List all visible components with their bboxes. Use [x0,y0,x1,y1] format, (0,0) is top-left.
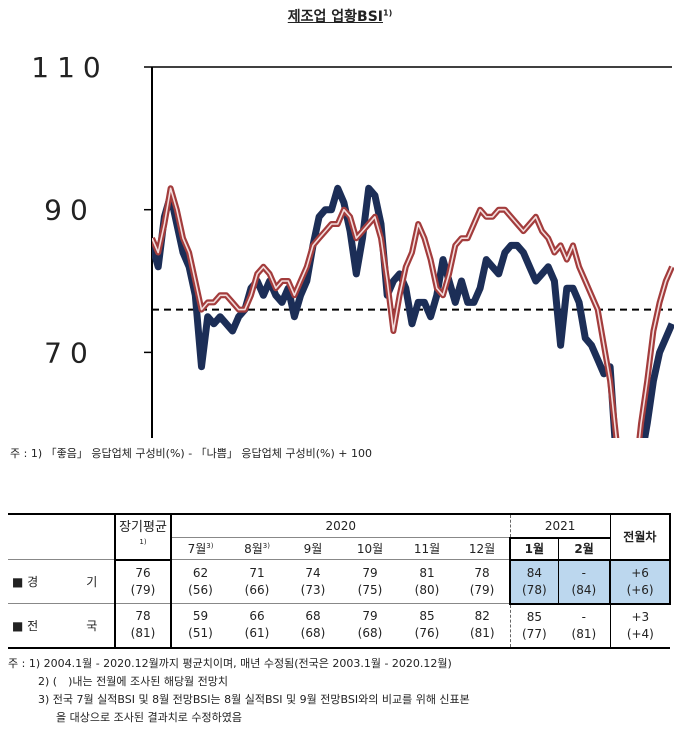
cell-2020-12월: 82 (81) [455,603,511,649]
header-year-2020: 2020 [171,513,511,538]
cell-2021-1월: 85 (77) [509,603,559,649]
series-forecast-bsi-line-inner [152,187,673,438]
cell-month-diff: +6 (+6) [609,558,672,605]
table-footnote-2: 2) ( )내는 전월에 조사된 해당월 전망치 [38,675,229,688]
cell-long-term-average: 78 (81) [114,603,172,649]
cell-2020-9월: 68 (68) [285,603,341,649]
cell-2021-2월: - (81) [558,603,611,649]
table-footnote-1: 주 : 1) 2004.1월 - 2020.12월까지 평균치이며, 매년 수정… [8,657,452,670]
table-row: ■ 전 국 78 (81) 59 (51) 66 (61) 68 (68) 79 (68) 85 (76… [8,603,671,649]
chart-title-footnote: 1) [383,8,393,18]
header-month-2020-2: 8월3) [229,537,285,560]
cell-2020-7월: 59 (51) [171,603,229,649]
cell-2021-1월: 84 (78) [509,559,559,605]
header-month-2021-1: 1월 [509,536,559,561]
cell-2020-11월: 85 (76) [399,603,455,649]
cell-2020-8월: 66 (61) [229,603,285,649]
header-month-2020-3: 9월 [285,537,341,560]
header-year-2021: 2021 [509,513,611,538]
cell-2020-8월: 71 (66) [229,559,285,604]
row-label: ■ 전 국 [8,603,115,649]
table-header-row-1: 장기평균1) 2020 2021 전월차 [8,513,672,561]
table-row: ■ 경 기 76 (79) 62 (56) 71 (66) 74 (73) 79 (75) 81 (80… [8,558,672,605]
header-long-term-average: 장기평균1) [114,513,172,561]
header-month-2020-5: 11월 [399,537,455,560]
y-tick-label-110: 110 [31,51,108,84]
bsi-line-chart: 110 90 70 [31,51,674,438]
chart-title-text: 제조업 업황BSI [287,9,383,25]
header-month-2020-1: 7월3) [171,537,229,560]
cell-2020-11월: 81 (80) [399,559,455,604]
cell-2020-9월: 74 (73) [285,559,341,604]
y-tick-label-70: 70 [44,336,96,369]
cell-long-term-average: 76 (79) [114,559,172,604]
table-footnote-3: 3) 전국 7월 실적BSI 및 8월 전망BSI는 8월 실적BSI 및 9월… [38,693,470,706]
y-tick-label-90: 90 [44,194,96,227]
cell-2021-2월: - (84) [557,559,611,605]
header-month-2020-6: 12월 [455,537,511,560]
header-month-2020-4: 10월 [341,537,399,560]
cell-2020-7월: 62 (56) [171,559,229,604]
table-footnotes: 주 : 1) 2004.1월 - 2020.12월까지 평균치이며, 매년 수정… [8,655,673,727]
bsi-table: 장기평균1) 2020 2021 전월차 7월3) 8월3) 9월 10월 11월 12월… [8,513,672,649]
table-header-row-2: 7월3) 8월3) 9월 10월 11월 12월 1월 2월 [8,536,670,561]
header-month-2021-2: 2월 [557,536,611,561]
cell-2020-10월: 79 (68) [341,603,399,649]
cell-month-diff: +3 (+4) [609,603,671,649]
table-footnote-3-cont: 을 대상으로 조사된 결과치로 수정하였음 [56,711,243,724]
header-month-diff: 전월차 [609,513,672,561]
chart-footnote: 주 : 1) 「좋음」 응답업체 구성비(%) - 「나쁨」 응답업체 구성비(… [10,447,372,460]
series-actual-bsi-line [152,184,674,438]
row-label: ■ 경 기 [8,559,115,604]
chart-title: 제조업 업황BSI1) [0,6,680,26]
cell-2020-12월: 78 (79) [455,559,511,604]
cell-2020-10월: 79 (75) [341,559,399,604]
